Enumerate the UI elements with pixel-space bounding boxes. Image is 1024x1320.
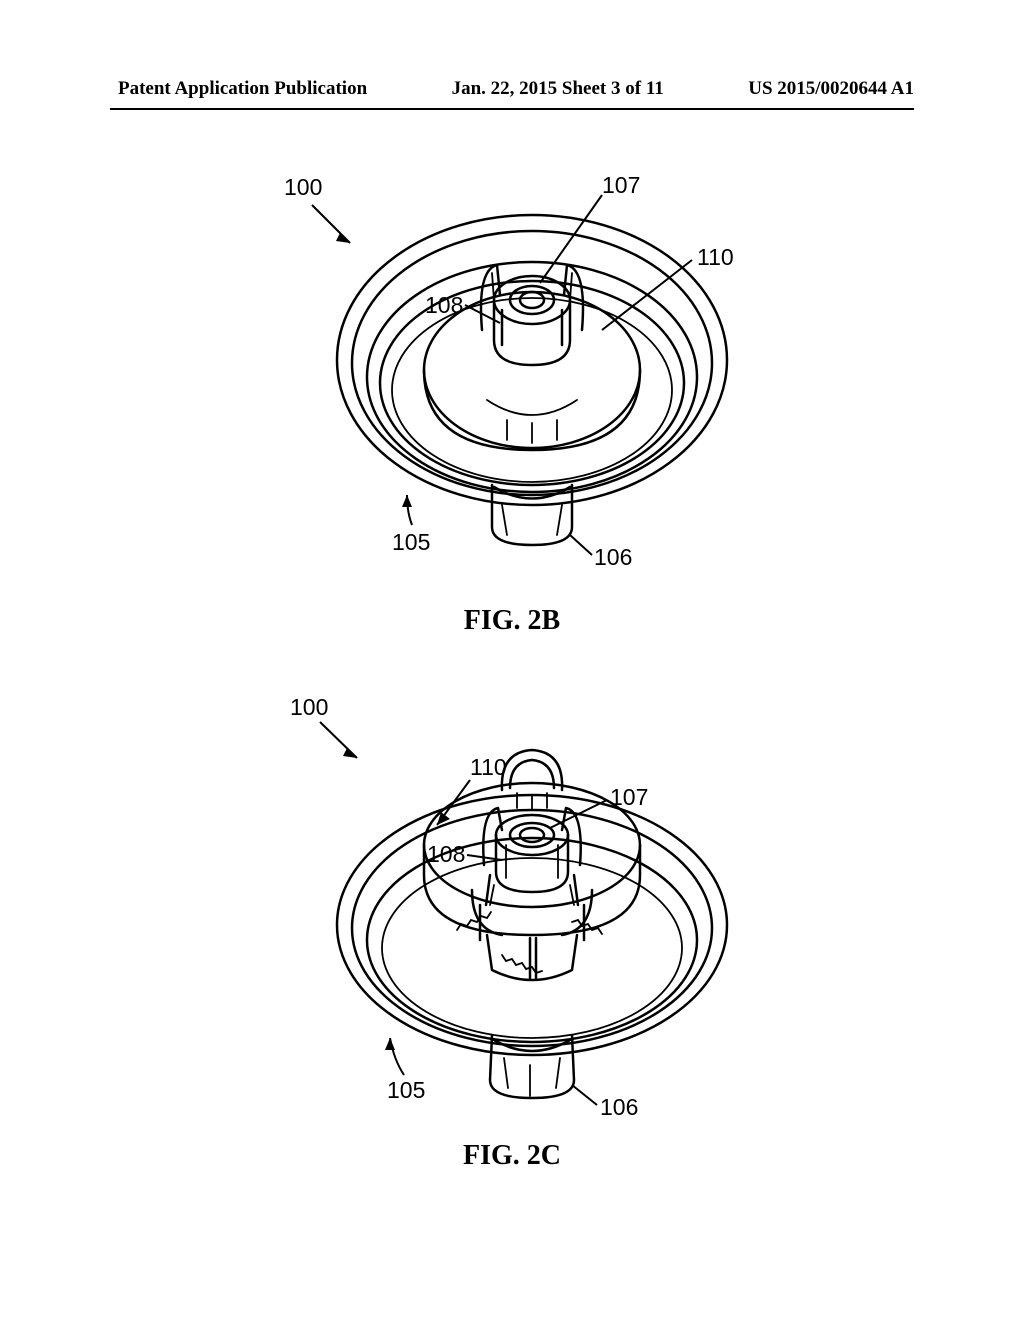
fig2c-caption: FIG. 2C: [232, 1140, 792, 1172]
fig2b-drawing: 100 107 110 108 105 106: [232, 165, 792, 585]
page-header: Patent Application Publication Jan. 22, …: [0, 78, 1024, 100]
label-106-2c: 106: [600, 1094, 638, 1120]
label-105-2b: 105: [392, 529, 430, 555]
label-106-2b: 106: [594, 544, 632, 570]
label-107-2b: 107: [602, 172, 640, 198]
label-100-2c: 100: [290, 694, 328, 720]
label-108-2c: 108: [427, 841, 465, 867]
figure-2c: 100 110 107 108 105 106 FIG. 2C: [232, 680, 792, 1172]
header-center: Jan. 22, 2015 Sheet 3 of 11: [452, 78, 664, 100]
label-108-2b: 108: [425, 292, 463, 318]
label-110-2c: 110: [470, 754, 507, 780]
label-110-2b: 110: [697, 244, 734, 270]
header-divider: [110, 108, 914, 110]
label-105-2c: 105: [387, 1077, 425, 1103]
label-100-2b: 100: [284, 174, 322, 200]
header-left: Patent Application Publication: [118, 78, 367, 100]
header-right: US 2015/0020644 A1: [748, 78, 914, 100]
fig2b-caption: FIG. 2B: [232, 605, 792, 637]
figure-2b: 100 107 110 108 105 106 FIG. 2B: [232, 165, 792, 637]
fig2c-drawing: 100 110 107 108 105 106: [232, 680, 792, 1120]
label-107-2c: 107: [610, 784, 648, 810]
